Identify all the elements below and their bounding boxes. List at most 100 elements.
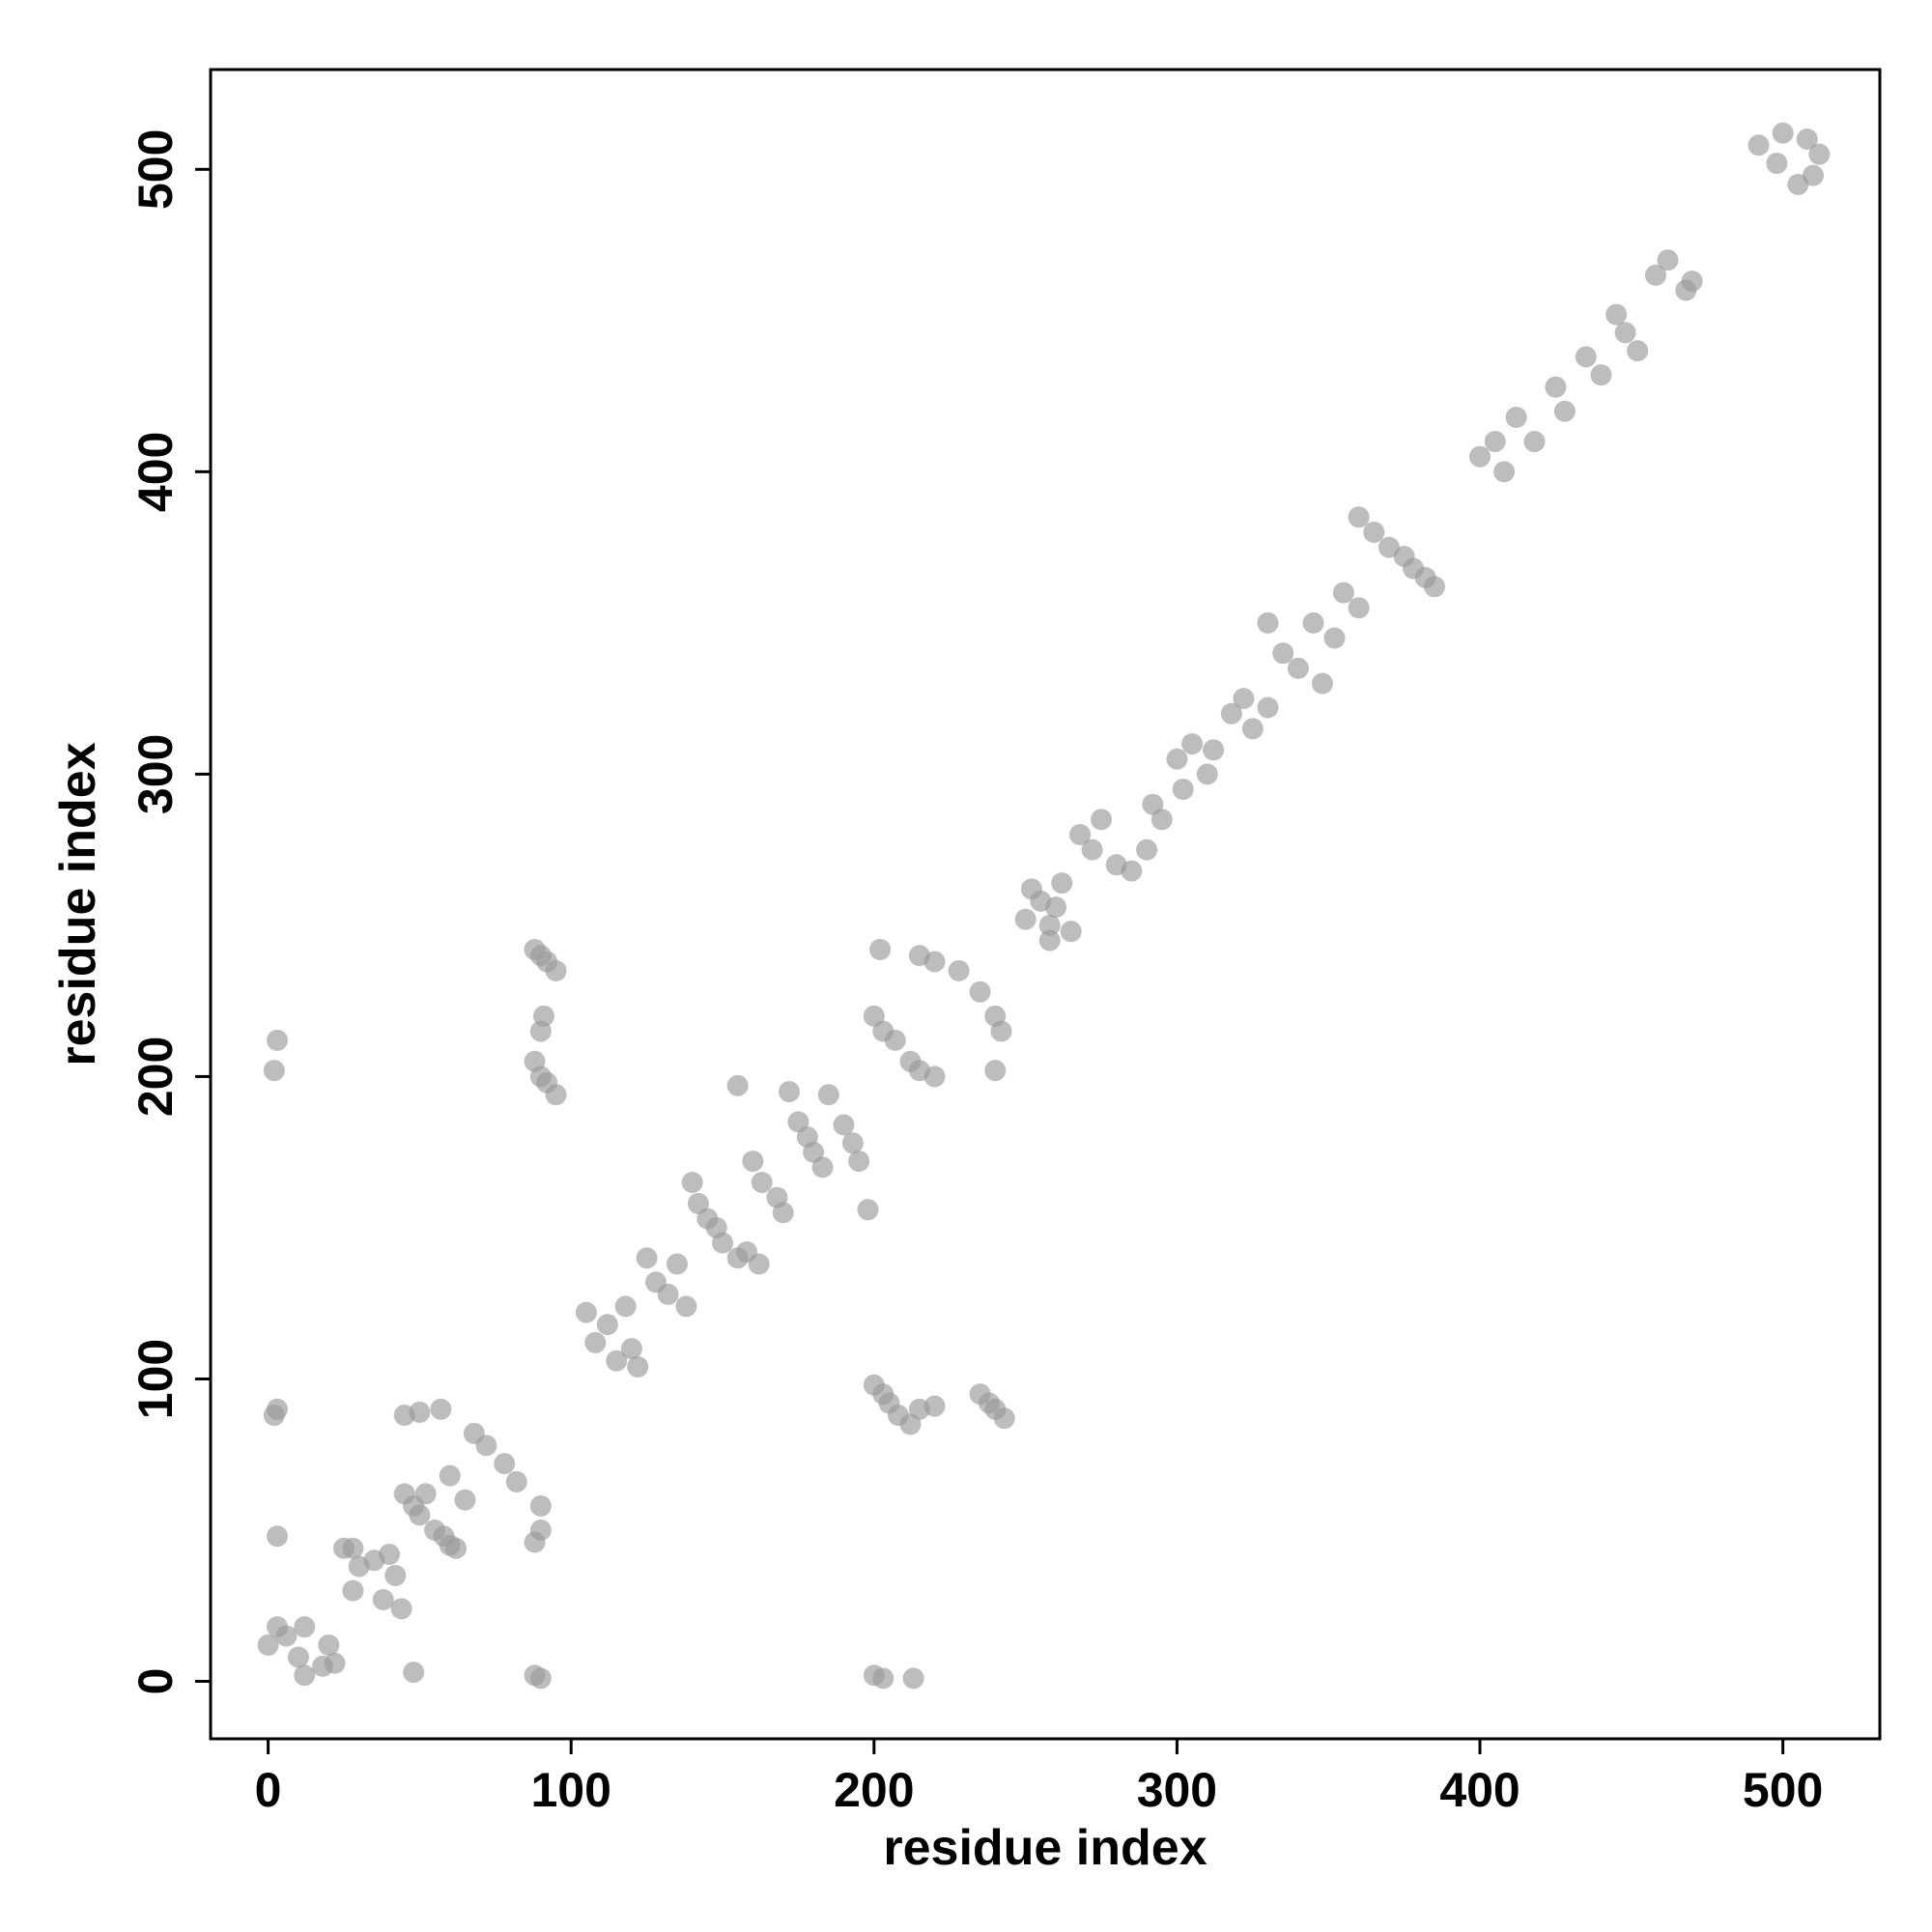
x-tick-label: 100: [530, 1763, 611, 1817]
contact-point: [1605, 303, 1628, 326]
contact-point: [529, 1667, 552, 1690]
contact-point: [266, 1029, 288, 1051]
contact-point: [1627, 340, 1649, 362]
contact-point: [1493, 461, 1516, 483]
contact-point: [1220, 702, 1242, 724]
contact-point: [1796, 128, 1818, 150]
contact-point: [1332, 582, 1354, 604]
contact-point: [372, 1589, 394, 1610]
contact-point: [1044, 896, 1066, 919]
contact-point: [529, 1494, 552, 1517]
contact-point: [1545, 376, 1567, 398]
contact-point: [1166, 748, 1188, 770]
contact-point: [545, 959, 567, 981]
contact-point: [1772, 122, 1794, 144]
contact-point: [772, 1202, 794, 1224]
contact-point: [993, 1407, 1015, 1430]
y-tick-label: 100: [128, 1339, 183, 1419]
x-tick-label: 500: [1743, 1763, 1823, 1817]
contact-point: [445, 1537, 468, 1559]
contact-point: [1644, 264, 1666, 286]
y-axis-title: residue index: [50, 742, 106, 1065]
contact-point: [1038, 929, 1061, 952]
contact-point: [811, 1156, 834, 1179]
contact-point: [726, 1074, 749, 1096]
contact-point: [1241, 718, 1264, 740]
x-axis-title: residue index: [883, 1820, 1207, 1876]
contact-point: [948, 959, 970, 981]
contact-point: [409, 1504, 431, 1526]
contact-point: [984, 1060, 1007, 1082]
contact-point: [841, 1132, 864, 1154]
contact-point: [1257, 696, 1279, 719]
contact-point: [263, 1060, 285, 1082]
contact-point: [266, 1398, 288, 1420]
contact-point: [475, 1435, 497, 1457]
contact-point: [414, 1483, 437, 1505]
contact-point: [1681, 270, 1703, 293]
contact-point: [1060, 921, 1082, 943]
contact-point: [902, 1667, 924, 1690]
contact-point: [1136, 838, 1158, 861]
contact-point: [923, 1395, 946, 1417]
contact-point: [454, 1489, 476, 1511]
contact-point: [627, 1355, 649, 1378]
contact-point: [869, 938, 892, 960]
contact-point: [1505, 407, 1527, 428]
contact-point: [1257, 611, 1279, 634]
contact-point: [1051, 872, 1073, 895]
y-tick-label: 200: [128, 1037, 183, 1117]
contact-point: [848, 1151, 870, 1173]
contact-point: [833, 1114, 855, 1136]
contact-point: [1181, 733, 1204, 755]
contact-point: [1363, 521, 1385, 543]
contact-point: [1348, 597, 1370, 619]
contact-point: [817, 1084, 839, 1106]
contact-point: [872, 1667, 895, 1690]
contact-point: [390, 1598, 412, 1620]
y-tick-label: 0: [128, 1668, 183, 1695]
x-tick-label: 300: [1137, 1763, 1217, 1817]
contact-point: [1081, 838, 1103, 861]
contact-point: [751, 1172, 773, 1193]
contact-point: [636, 1247, 658, 1269]
contact-point: [681, 1172, 703, 1193]
contact-point: [990, 1020, 1012, 1042]
contact-point: [1657, 249, 1679, 271]
y-tick-label: 400: [128, 432, 183, 512]
contact-point: [532, 1005, 554, 1027]
contact-point: [1469, 445, 1492, 468]
plot-frame: [209, 68, 1882, 1741]
contact-point: [1523, 431, 1546, 453]
contact-point: [1575, 346, 1597, 368]
contact-point: [1423, 576, 1445, 598]
contact-point: [430, 1398, 452, 1420]
contact-point: [439, 1464, 461, 1487]
contact-point: [1272, 642, 1294, 665]
contact-point: [596, 1314, 618, 1336]
contact-point: [657, 1283, 679, 1305]
contact-point: [1069, 824, 1092, 845]
contact-point: [1038, 914, 1061, 936]
contact-point: [1233, 688, 1255, 710]
contact-point: [1747, 134, 1770, 156]
contact-point: [1311, 672, 1333, 695]
contact-point: [1323, 627, 1346, 649]
contact-point: [1196, 763, 1218, 785]
contact-point: [923, 1065, 946, 1088]
contact-point: [1121, 860, 1143, 882]
contact-point: [1484, 431, 1506, 453]
contact-point: [1091, 809, 1113, 831]
contact-point: [529, 1520, 552, 1541]
x-tick-label: 400: [1439, 1763, 1520, 1817]
contact-point: [266, 1525, 288, 1548]
contact-point: [1590, 364, 1612, 386]
contact-point: [742, 1151, 764, 1173]
contact-point: [1808, 143, 1831, 165]
contact-point: [257, 1634, 279, 1656]
contact-point: [857, 1199, 879, 1221]
contact-point: [575, 1301, 597, 1323]
contact-point: [384, 1564, 407, 1586]
x-tick-label: 0: [255, 1763, 282, 1817]
